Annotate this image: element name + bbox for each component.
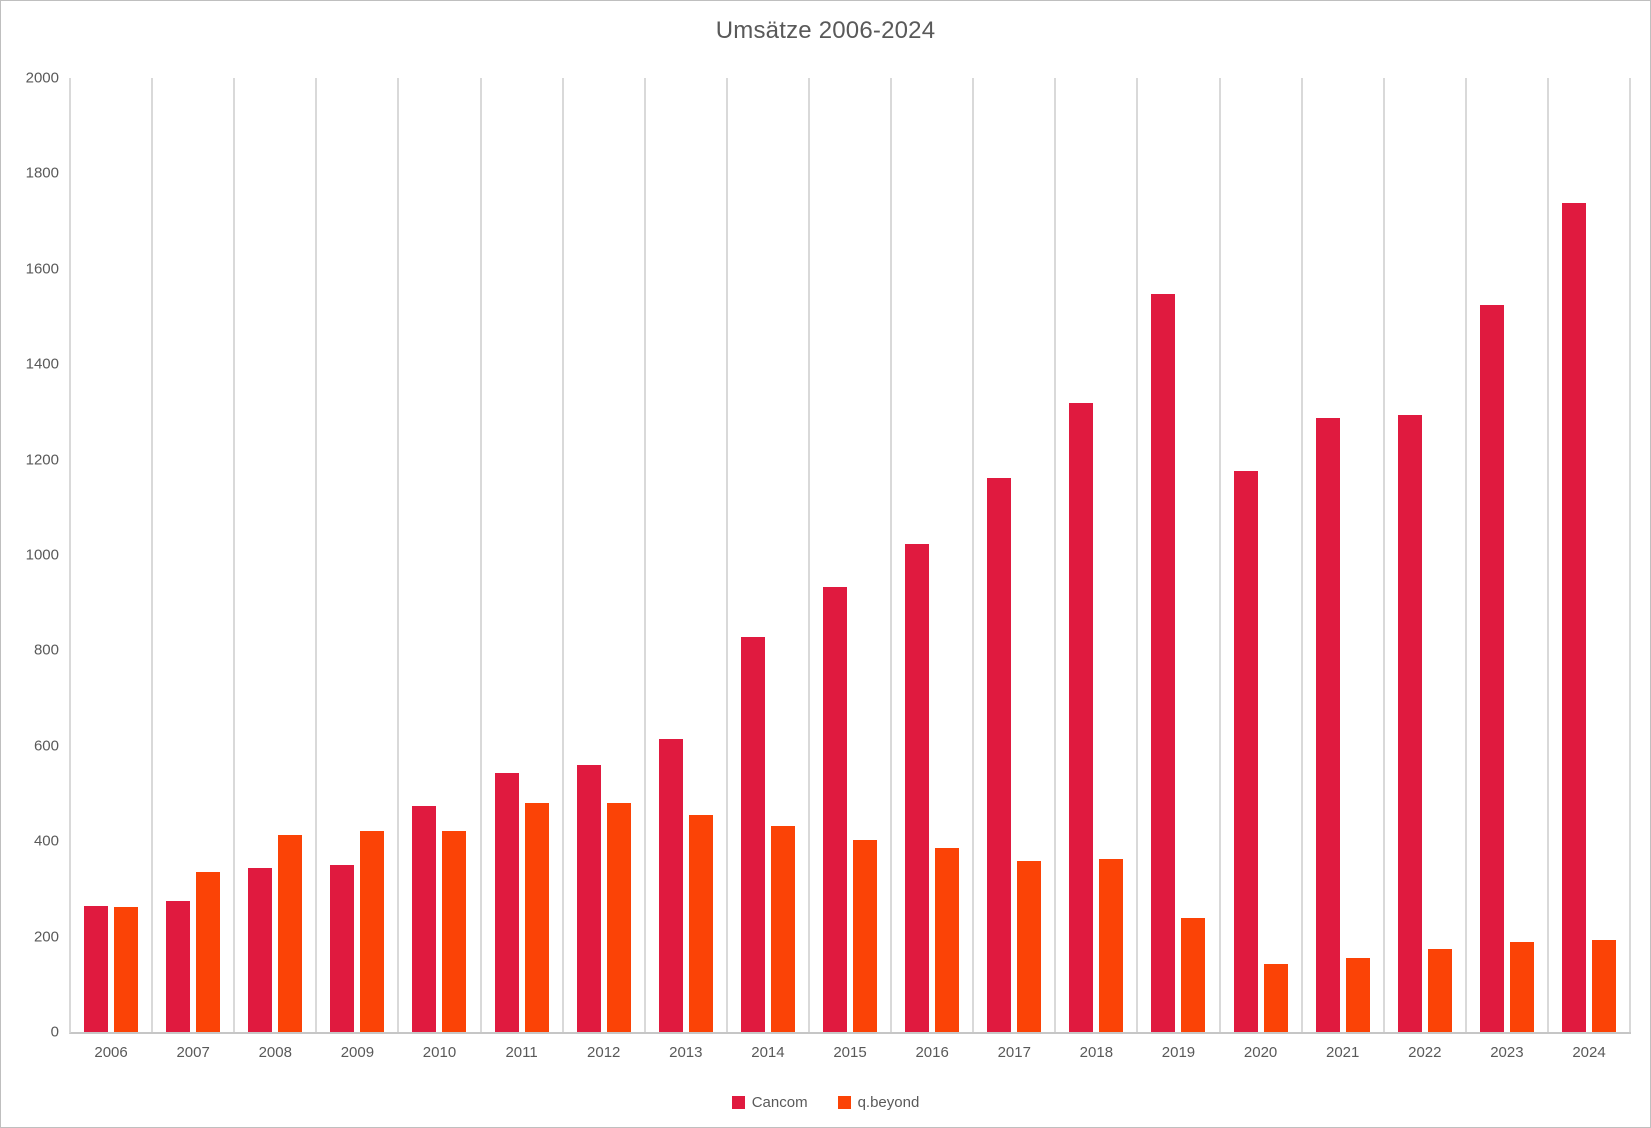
legend: Cancom q.beyond: [1, 1094, 1650, 1111]
y-axis-tick: 400: [33, 832, 59, 850]
bar-qbeyond-2012: [606, 802, 631, 1032]
bar-qbeyond-2018: [1099, 858, 1124, 1032]
legend-swatch-icon: [837, 1096, 851, 1109]
category-2021: 2021: [1303, 78, 1385, 1061]
y-axis-tick: 1600: [25, 260, 59, 278]
bar-qbeyond-2022: [1427, 949, 1452, 1032]
x-axis-label: 2013: [669, 1044, 703, 1061]
legend-label: Cancom: [751, 1094, 808, 1111]
bar-qbeyond-2016: [935, 847, 960, 1032]
x-axis-label: 2020: [1243, 1044, 1278, 1061]
x-axis-label: 2017: [997, 1044, 1031, 1061]
bar-cancom-2022: [1397, 415, 1422, 1032]
x-axis-label: 2009: [340, 1044, 375, 1061]
category-2018: 2018: [1056, 78, 1139, 1061]
bar-cancom-2016: [905, 544, 930, 1032]
bar-qbeyond-2008: [278, 834, 303, 1032]
category-2007: 2007: [153, 78, 236, 1061]
legend-label: q.beyond: [857, 1094, 920, 1111]
bar-qbeyond-2017: [1017, 860, 1042, 1032]
y-axis-tick: 800: [33, 641, 59, 659]
y-axis-tick: 1200: [25, 451, 59, 469]
category-2015: 2015: [810, 78, 893, 1061]
y-axis-tick: 600: [33, 737, 59, 755]
x-axis-label: 2008: [258, 1044, 292, 1061]
plot-area: 2006 2007 2008 2009 2010 2011 2012 2013 2014 2015…: [69, 78, 1632, 1061]
legend-item-qbeyond: q.beyond: [837, 1094, 920, 1111]
bar-cancom-2006: [84, 905, 109, 1032]
x-axis-label: 2011: [505, 1044, 538, 1061]
category-2010: 2010: [399, 78, 482, 1061]
bar-qbeyond-2024: [1592, 939, 1617, 1032]
x-axis-label: 2015: [833, 1044, 867, 1061]
x-axis-label: 2006: [94, 1044, 128, 1061]
x-axis-label: 2014: [751, 1044, 785, 1061]
category-2016: 2016: [892, 78, 975, 1061]
bar-cancom-2023: [1479, 305, 1504, 1032]
bar-cancom-2008: [248, 868, 273, 1032]
x-axis-label: 2016: [915, 1044, 949, 1061]
x-axis-label: 2012: [587, 1044, 621, 1061]
y-axis-tick: 200: [33, 928, 59, 946]
bar-qbeyond-2014: [770, 826, 795, 1032]
bar-cancom-2011: [494, 772, 519, 1032]
bar-qbeyond-2021: [1345, 958, 1370, 1032]
category-2020: 2020: [1221, 78, 1303, 1061]
bar-qbeyond-2007: [196, 872, 221, 1032]
bar-cancom-2013: [658, 739, 683, 1032]
bar-cancom-2007: [166, 901, 191, 1032]
y-axis-tick: 2000: [25, 69, 59, 87]
bar-cancom-2012: [576, 765, 601, 1032]
category-2013: 2013: [646, 78, 728, 1061]
y-axis: 0 200 400 600 800 1000 1200 1400 1600 1800 2000: [1, 70, 59, 1041]
category-2019: 2019: [1138, 78, 1221, 1061]
y-axis-tick: 1000: [25, 546, 59, 564]
bar-qbeyond-2006: [114, 906, 139, 1032]
bar-cancom-2009: [330, 865, 355, 1032]
category-2012: 2012: [564, 78, 646, 1061]
category-2008: 2008: [235, 78, 318, 1061]
bar-qbeyond-2010: [442, 830, 467, 1032]
bar-qbeyond-2019: [1181, 918, 1206, 1032]
bar-cancom-2010: [412, 805, 437, 1032]
chart-title: Umsätze 2006-2024: [715, 17, 936, 44]
y-axis-tick: 1400: [25, 355, 59, 373]
bar-cancom-2024: [1562, 202, 1587, 1032]
bar-qbeyond-2009: [360, 831, 385, 1032]
bar-qbeyond-2020: [1263, 963, 1288, 1032]
category-2014: 2014: [728, 78, 810, 1061]
x-axis-label: 2022: [1408, 1044, 1442, 1061]
bar-cancom-2015: [823, 587, 848, 1032]
category-2024: 2024: [1549, 78, 1632, 1061]
category-2011: 2011: [482, 78, 564, 1061]
bar-qbeyond-2015: [853, 839, 878, 1032]
x-axis-label: 2019: [1161, 1044, 1196, 1061]
y-axis-tick: 0: [50, 1023, 59, 1041]
x-axis-label: 2021: [1326, 1044, 1360, 1061]
bar-qbeyond-2023: [1509, 941, 1534, 1032]
category-2023: 2023: [1467, 78, 1549, 1061]
bar-cancom-2014: [740, 636, 765, 1032]
category-2009: 2009: [317, 78, 400, 1061]
bar-cancom-2019: [1151, 293, 1176, 1032]
bar-cancom-2020: [1233, 471, 1258, 1032]
x-axis-label: 2007: [176, 1044, 210, 1061]
bar-qbeyond-2013: [688, 814, 713, 1032]
category-2022: 2022: [1385, 78, 1467, 1061]
category-2006: 2006: [71, 78, 154, 1061]
category-2017: 2017: [974, 78, 1057, 1061]
bar-cancom-2018: [1069, 403, 1094, 1032]
legend-swatch-icon: [731, 1096, 745, 1109]
legend-item-cancom: Cancom: [731, 1094, 808, 1111]
x-axis-label: 2010: [422, 1044, 457, 1061]
x-axis-label: 2023: [1490, 1044, 1524, 1061]
bar-cancom-2021: [1315, 418, 1340, 1032]
x-axis-label: 2018: [1079, 1044, 1114, 1061]
x-axis-label: 2024: [1572, 1044, 1606, 1061]
y-axis-tick: 1800: [25, 164, 59, 182]
bar-cancom-2017: [987, 478, 1012, 1032]
bar-qbeyond-2011: [524, 803, 549, 1032]
